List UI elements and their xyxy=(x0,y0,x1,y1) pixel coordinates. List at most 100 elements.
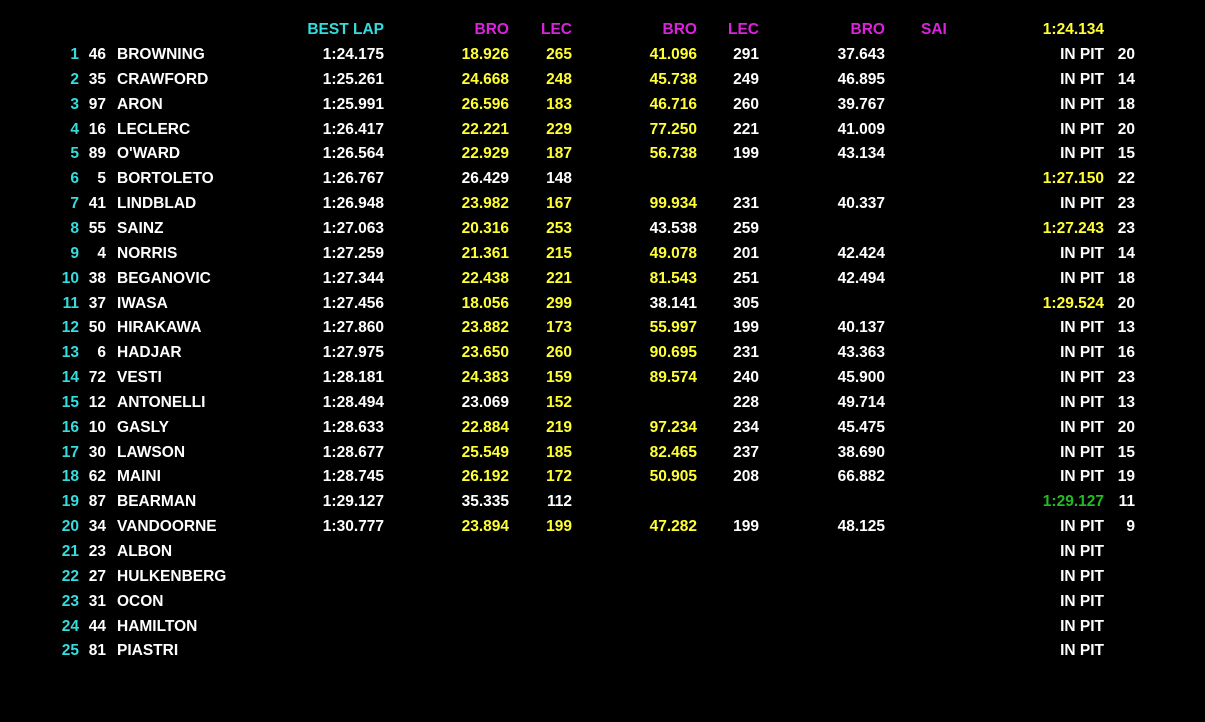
car-number: 55 xyxy=(88,219,106,237)
bro-time-1: 26.429 xyxy=(461,170,509,188)
bro-time-3: 40.137 xyxy=(837,319,885,337)
lec-speed-1: 219 xyxy=(546,418,572,436)
driver-name: BORTOLETO xyxy=(117,170,214,188)
lec-speed-1: 253 xyxy=(546,219,572,237)
position: 20 xyxy=(61,518,79,536)
position: 25 xyxy=(61,642,79,660)
bro-time-1: 26.596 xyxy=(461,95,509,113)
bro-time-2: 99.934 xyxy=(649,195,697,213)
bro-time-3: 48.125 xyxy=(837,518,885,536)
best-lap: 1:26.564 xyxy=(322,145,384,163)
position: 9 xyxy=(70,244,79,262)
bro-time-1: 25.549 xyxy=(461,443,509,461)
driver-row: 21 23 ALBON IN PIT xyxy=(0,540,1205,564)
bro-time-2: 90.695 xyxy=(649,344,697,362)
bro-time-2: 49.078 xyxy=(649,244,697,262)
bro-time-1: 22.438 xyxy=(461,269,509,287)
best-lap: 1:27.063 xyxy=(322,219,384,237)
driver-name: PIASTRI xyxy=(117,642,179,660)
bro-time-3: 39.767 xyxy=(837,95,885,113)
lec-speed-2: 201 xyxy=(733,244,759,262)
car-number: 10 xyxy=(88,418,106,436)
driver-row: 20 34 VANDOORNE 1:30.777 23.894 199 47.282 199 4… xyxy=(0,515,1205,539)
laps: 9 xyxy=(1126,518,1135,536)
status: IN PIT xyxy=(1060,70,1104,88)
car-number: 44 xyxy=(88,617,106,635)
driver-row: 24 44 HAMILTON IN PIT xyxy=(0,615,1205,639)
driver-row: 19 87 BEARMAN 1:29.127 35.335 112 1:29.127 11 xyxy=(0,490,1205,514)
best-lap: 1:27.456 xyxy=(322,294,384,312)
best-lap: 1:27.259 xyxy=(322,244,384,262)
driver-name: IWASA xyxy=(117,294,168,312)
lec-speed-2: 208 xyxy=(733,468,759,486)
car-number: 62 xyxy=(88,468,106,486)
bro-time-3: 40.337 xyxy=(837,195,885,213)
position: 15 xyxy=(61,393,79,411)
best-lap: 1:26.948 xyxy=(322,195,384,213)
best-lap: 1:26.417 xyxy=(322,120,384,138)
header-row: BEST LAP BRO LEC BRO LEC BRO SAI 1:24.13… xyxy=(0,18,1205,42)
position: 11 xyxy=(62,294,79,312)
driver-name: CRAWFORD xyxy=(117,70,209,88)
driver-name: OCON xyxy=(117,592,164,610)
best-lap: 1:25.261 xyxy=(322,70,384,88)
status: IN PIT xyxy=(1060,369,1104,387)
laps: 14 xyxy=(1117,70,1135,88)
bro-time-2: 43.538 xyxy=(649,219,697,237)
status: IN PIT xyxy=(1060,518,1104,536)
lec-speed-1: 112 xyxy=(546,493,572,511)
driver-name: HULKENBERG xyxy=(117,567,227,585)
status: IN PIT xyxy=(1060,244,1104,262)
bro-time-2: 77.250 xyxy=(649,120,697,138)
status: IN PIT xyxy=(1060,592,1104,610)
lec-speed-1: 173 xyxy=(546,319,572,337)
bro-time-1: 22.221 xyxy=(461,120,509,138)
status: 1:27.243 xyxy=(1042,219,1104,237)
laps: 20 xyxy=(1117,120,1135,138)
lec-speed-1: 215 xyxy=(546,244,572,262)
car-number: 72 xyxy=(88,369,106,387)
column-header-bro-1: BRO xyxy=(474,21,509,38)
driver-row: 8 55 SAINZ 1:27.063 20.316 253 43.538 259 1:27.2… xyxy=(0,217,1205,241)
bro-time-3: 37.643 xyxy=(837,46,885,63)
driver-row: 22 27 HULKENBERG IN PIT xyxy=(0,565,1205,589)
laps: 14 xyxy=(1117,244,1135,262)
status: IN PIT xyxy=(1060,617,1104,635)
bro-time-2: 38.141 xyxy=(649,294,697,312)
bro-time-3: 49.714 xyxy=(837,393,885,411)
bro-time-1: 26.192 xyxy=(461,468,509,486)
lec-speed-1: 185 xyxy=(546,443,572,461)
position: 4 xyxy=(70,120,79,138)
driver-name: VANDOORNE xyxy=(117,518,217,536)
status: IN PIT xyxy=(1060,642,1104,660)
status: IN PIT xyxy=(1060,319,1104,337)
driver-row: 7 41 LINDBLAD 1:26.948 23.982 167 99.934 231 40.… xyxy=(0,192,1205,216)
lec-speed-2: 260 xyxy=(733,95,759,113)
driver-name: ALBON xyxy=(117,543,173,560)
car-number: 34 xyxy=(88,518,106,536)
position: 17 xyxy=(61,443,79,461)
best-lap: 1:24.175 xyxy=(322,46,384,63)
driver-row: 3 97 ARON 1:25.991 26.596 183 46.716 260 39.767 I… xyxy=(0,93,1205,117)
bro-time-1: 23.982 xyxy=(461,195,509,213)
laps: 19 xyxy=(1117,468,1135,486)
lec-speed-2: 199 xyxy=(733,518,759,536)
car-number: 35 xyxy=(88,70,106,88)
driver-name: BEARMAN xyxy=(117,493,197,511)
laps: 13 xyxy=(1117,319,1135,337)
driver-name: HAMILTON xyxy=(117,617,198,635)
lec-speed-1: 199 xyxy=(546,518,572,536)
position: 6 xyxy=(70,170,79,188)
bro-time-2: 97.234 xyxy=(649,418,697,436)
car-number: 4 xyxy=(97,244,106,262)
best-lap: 1:27.860 xyxy=(322,319,384,337)
status: IN PIT xyxy=(1060,46,1104,63)
lec-speed-1: 229 xyxy=(546,120,572,138)
status: IN PIT xyxy=(1060,567,1104,585)
status: IN PIT xyxy=(1060,443,1104,461)
driver-row: 6 5 BORTOLETO 1:26.767 26.429 148 1:27.150 22 xyxy=(0,167,1205,191)
bro-time-1: 18.056 xyxy=(461,294,509,312)
best-lap: 1:30.777 xyxy=(322,518,384,536)
bro-time-2: 41.096 xyxy=(649,46,697,63)
lec-speed-1: 265 xyxy=(546,46,572,63)
